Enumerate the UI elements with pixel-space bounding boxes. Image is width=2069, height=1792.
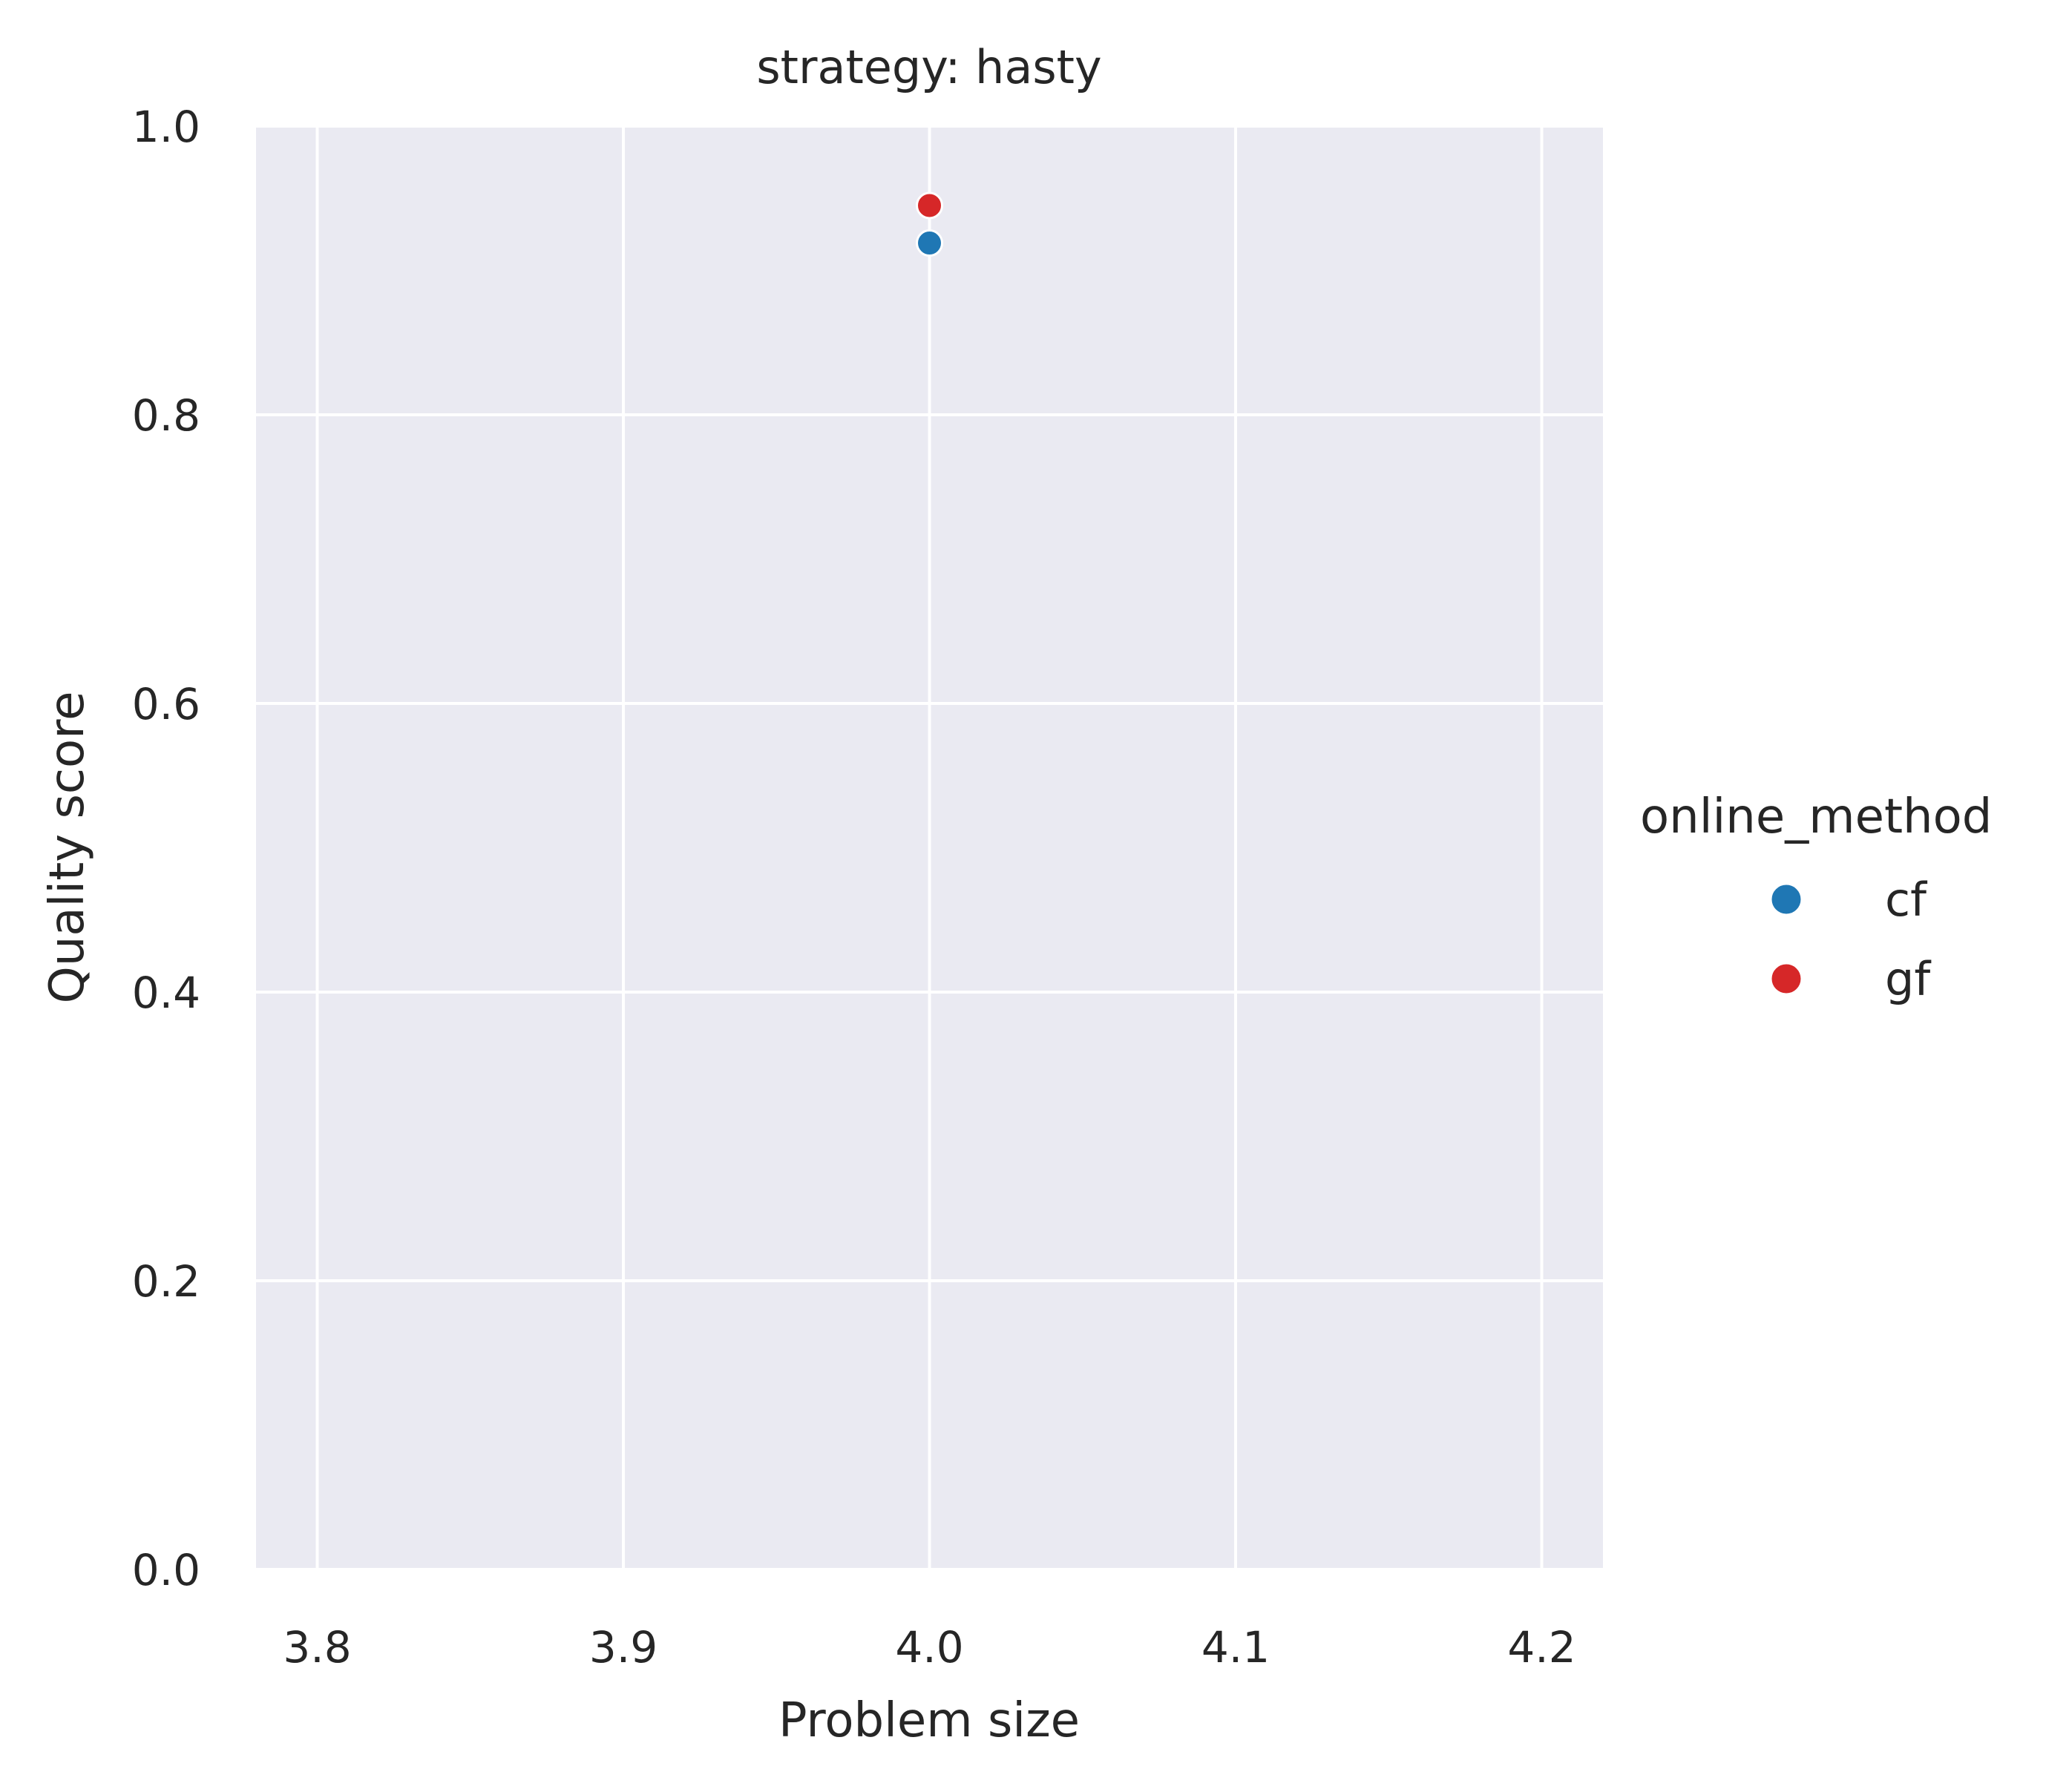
y-tick-label: 0.6 <box>132 679 200 729</box>
y-tick-label: 0.4 <box>132 968 200 1018</box>
legend: online_method cf gf <box>1640 790 1992 1006</box>
legend-marker-cf <box>1769 882 1803 916</box>
y-tick-label: 0.8 <box>132 390 200 441</box>
data-points <box>916 191 943 257</box>
y-tick-labels: 0.0 0.2 0.4 0.6 0.8 1.0 <box>132 102 200 1595</box>
x-tick-labels: 3.8 3.9 4.0 4.1 4.2 <box>283 1622 1575 1673</box>
grid-lines <box>256 125 1603 1571</box>
data-point-cf <box>916 229 943 257</box>
x-tick-label: 4.2 <box>1507 1622 1575 1673</box>
y-axis-label: Quality score <box>40 692 95 1004</box>
x-tick-label: 4.0 <box>895 1622 963 1673</box>
x-axis-label: Problem size <box>778 1693 1080 1748</box>
legend-label-gf: gf <box>1885 952 1932 1006</box>
legend-marker-gf <box>1769 962 1803 996</box>
x-tick-label: 3.8 <box>283 1622 351 1673</box>
x-tick-label: 4.1 <box>1201 1622 1270 1673</box>
y-tick-label: 0.0 <box>132 1545 200 1595</box>
y-tick-label: 1.0 <box>132 102 200 152</box>
chart-title: strategy: hasty <box>756 40 1101 94</box>
y-tick-label: 0.2 <box>132 1256 200 1307</box>
data-point-gf <box>916 191 943 220</box>
legend-label-cf: cf <box>1885 873 1928 927</box>
x-tick-label: 3.9 <box>589 1622 658 1673</box>
legend-title: online_method <box>1640 790 1992 844</box>
